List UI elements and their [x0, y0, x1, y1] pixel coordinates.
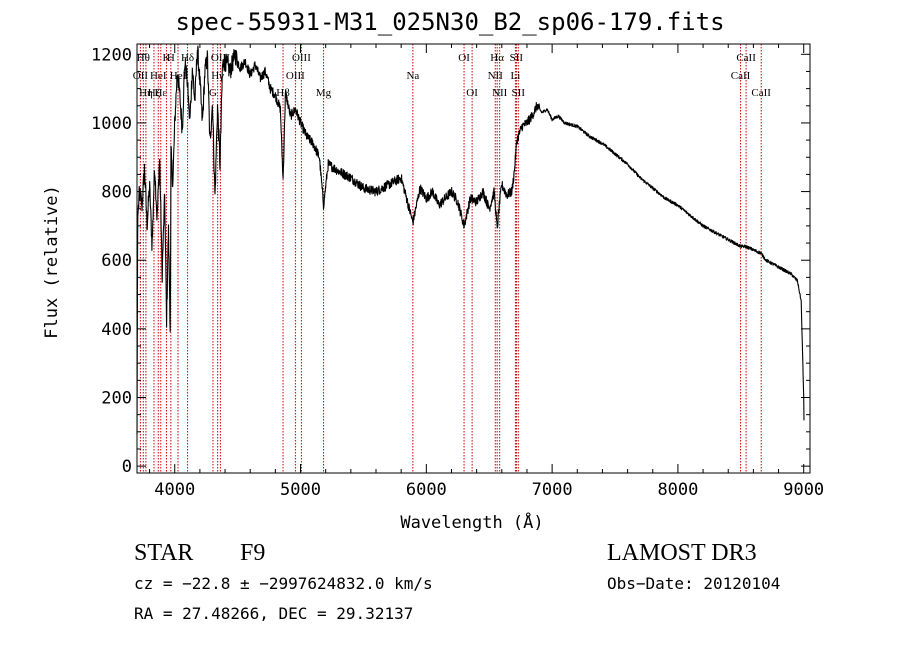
line-label-5: Hε	[154, 87, 167, 99]
line-label-6: K	[162, 52, 170, 64]
line-label-9: Hδ	[181, 52, 194, 64]
x-tick-label-4: 8000	[657, 480, 698, 500]
line-label-3: Hζ	[148, 87, 161, 99]
y-tick-label-2: 400	[101, 320, 132, 340]
line-label-24: SII	[510, 52, 524, 64]
line-label-14: OIII	[286, 70, 305, 82]
y-tick-label-6: 1200	[91, 45, 132, 65]
line-label-17: Na	[406, 70, 419, 82]
line-label-4: HeI	[150, 70, 167, 82]
line-label-10: G	[209, 87, 217, 99]
x-axis-label: Wavelength (Å)	[400, 511, 543, 533]
line-label-1: Hθ	[137, 52, 150, 64]
plot-frame	[136, 43, 811, 474]
x-axis: 4000 5000 6000 7000 8000 9000	[149, 44, 824, 500]
line-label-2: Hη	[139, 87, 153, 99]
y-tick-label-4: 800	[101, 183, 132, 203]
observation-date: Obs−Date: 20120104	[607, 574, 781, 593]
y-tick-label-0: 0	[122, 457, 132, 477]
line-label-27: CaII	[736, 52, 756, 64]
line-label-21: Hα	[490, 52, 504, 64]
y-tick-label-5: 1000	[91, 114, 132, 134]
line-label-18: OI	[458, 52, 470, 64]
line-label-15: OIII	[292, 52, 311, 64]
y-tick-label-1: 200	[101, 388, 132, 408]
x-tick-label-5: 9000	[783, 480, 824, 500]
object-subclass: F9	[240, 540, 266, 566]
flux-series-line	[136, 45, 805, 436]
line-label-13: Hβ	[276, 87, 290, 99]
line-label-23: Li	[510, 70, 520, 82]
line-label-11: Hγ	[211, 70, 224, 82]
line-label-20: NII	[488, 70, 504, 82]
y-axis-label: Flux (relative)	[42, 185, 62, 339]
object-class: STAR	[134, 540, 194, 566]
line-label-26: CaII	[731, 70, 751, 82]
y-tick-label-3: 600	[101, 251, 132, 271]
y-axis: 0 200 400 600 800 1000 1200	[91, 45, 810, 477]
x-tick-label-3: 7000	[532, 480, 573, 500]
survey-name: LAMOST DR3	[607, 540, 757, 566]
line-label-16: Mg	[316, 87, 332, 99]
spectral-line-markers	[139, 44, 762, 473]
x-tick-label-0: 4000	[154, 480, 195, 500]
chart-title: spec-55931-M31_025N30_B2_sp06-179.fits	[175, 8, 725, 36]
line-label-7: H	[167, 52, 175, 64]
line-label-25: SII	[512, 87, 526, 99]
x-tick-label-2: 6000	[406, 480, 447, 500]
sky-coordinates: RA = 27.48266, DEC = 29.32137	[134, 604, 414, 623]
line-label-28: CaII	[751, 87, 771, 99]
x-tick-label-1: 5000	[280, 480, 321, 500]
redshift-velocity: cz = −22.8 ± −2997624832.0 km/s	[134, 574, 433, 593]
line-label-8: HeI	[170, 70, 187, 82]
line-label-22: NII	[492, 87, 508, 99]
line-label-19: OI	[466, 87, 478, 99]
